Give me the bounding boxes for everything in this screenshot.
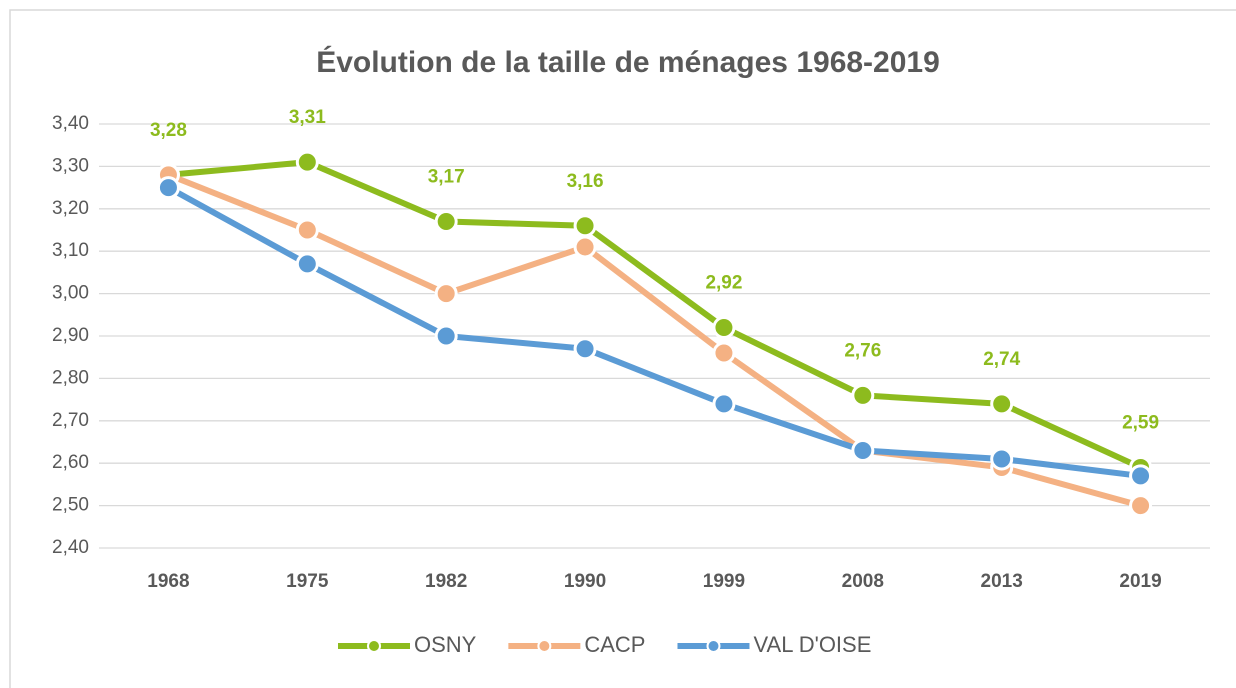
data-label: 2,76	[844, 340, 881, 361]
data-label: 2,74	[983, 349, 1020, 370]
point-marker	[156, 176, 180, 200]
point-marker	[295, 218, 319, 242]
point-marker	[990, 447, 1014, 471]
point-marker	[990, 392, 1014, 416]
legend-label: OSNY	[414, 632, 477, 657]
data-label: 3,17	[428, 167, 465, 188]
point-marker	[573, 337, 597, 361]
y-tick-label: 3,10	[52, 240, 89, 261]
x-tick-label: 1968	[147, 571, 189, 592]
legend-marker	[537, 639, 552, 653]
y-tick-label: 3,00	[52, 283, 89, 304]
point-marker	[434, 210, 458, 234]
x-tick-label: 1982	[425, 571, 467, 592]
chart-title: Évolution de la taille de ménages 1968-2…	[316, 45, 940, 79]
point-marker	[712, 392, 736, 416]
x-tick-label: 1975	[286, 571, 329, 592]
point-marker	[573, 214, 597, 238]
y-tick-label: 2,70	[52, 410, 89, 431]
legend-marker	[706, 639, 721, 653]
point-marker	[573, 235, 597, 259]
y-tick-label: 3,20	[52, 198, 89, 219]
series-line	[168, 159, 1142, 471]
x-tick-label: 1990	[564, 571, 606, 592]
point-marker	[851, 438, 875, 462]
data-label: 2,59	[1122, 412, 1159, 433]
y-tick-label: 2,50	[52, 495, 89, 516]
y-tick-label: 2,90	[52, 325, 89, 346]
y-tick-label: 3,30	[52, 155, 89, 176]
point-marker	[434, 282, 458, 306]
x-tick-label: 2008	[842, 571, 884, 592]
point-marker	[1129, 464, 1153, 488]
legend-label: VAL D'OISE	[753, 632, 871, 657]
x-tick-label: 2019	[1119, 571, 1161, 592]
y-tick-label: 2,60	[52, 452, 89, 473]
legend-label: CACP	[584, 632, 645, 657]
series-line	[167, 172, 1142, 509]
series-line	[166, 184, 1141, 479]
point-marker	[295, 252, 319, 276]
legend-marker	[367, 639, 381, 653]
data-label: 3,16	[567, 171, 604, 192]
y-tick-label: 2,40	[52, 537, 89, 558]
x-tick-label: 1999	[703, 571, 745, 592]
point-marker	[851, 383, 875, 407]
point-marker	[712, 316, 736, 340]
point-marker	[1129, 494, 1153, 518]
data-label: 2,92	[705, 273, 742, 294]
point-marker	[295, 150, 319, 174]
data-label: 3,28	[150, 120, 187, 141]
chart-border	[9, 9, 1236, 688]
data-label: 3,31	[289, 107, 326, 128]
point-marker	[434, 324, 458, 348]
point-marker	[712, 341, 736, 365]
y-tick-label: 2,80	[52, 367, 89, 388]
y-tick-label: 3,40	[52, 113, 89, 134]
x-tick-label: 2013	[981, 571, 1023, 592]
